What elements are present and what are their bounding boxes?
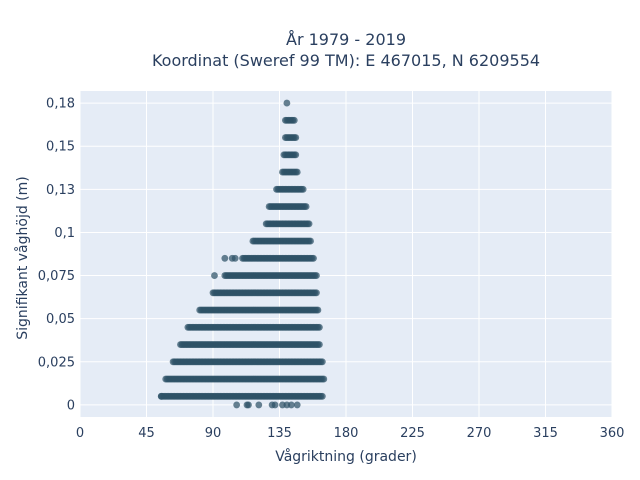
data-band	[239, 254, 317, 262]
data-band	[282, 134, 300, 141]
data-band	[162, 375, 328, 383]
x-axis-label: Vågriktning (grader)	[275, 448, 417, 465]
x-tick-label: 180	[334, 426, 359, 441]
data-band	[280, 151, 300, 159]
data-band	[157, 392, 326, 400]
data-point	[318, 392, 326, 400]
data-point	[255, 401, 263, 409]
data-point	[316, 323, 323, 331]
data-points	[157, 99, 328, 409]
data-point	[265, 203, 273, 210]
data-point	[320, 375, 328, 383]
x-tick-label: 0	[76, 426, 84, 441]
data-point	[221, 254, 229, 262]
data-point	[310, 254, 317, 262]
data-point	[283, 99, 291, 107]
data-band	[177, 341, 323, 348]
data-point	[293, 168, 301, 176]
data-band	[279, 168, 301, 176]
data-point	[290, 116, 298, 124]
data-point	[292, 134, 300, 141]
data-point	[293, 401, 301, 409]
data-point	[302, 203, 310, 210]
x-tick-label: 360	[600, 426, 625, 441]
data-point	[313, 272, 320, 279]
data-point	[305, 220, 313, 228]
data-band	[267, 203, 310, 210]
data-point	[211, 272, 218, 279]
data-band	[249, 237, 314, 245]
data-point	[307, 237, 314, 245]
x-tick-label: 90	[205, 426, 222, 441]
data-point	[245, 401, 252, 409]
data-band	[273, 185, 307, 193]
x-tick-label: 315	[533, 426, 558, 441]
data-band	[196, 306, 322, 314]
data-band	[169, 358, 326, 366]
y-tick-label: 0,075	[38, 269, 75, 284]
data-point	[292, 151, 300, 159]
y-tick-labels: 0 0,025 0,05 0,075 0,1 0,13 0,15 0,18	[38, 97, 75, 414]
data-point	[287, 401, 295, 409]
y-tick-label: 0	[67, 398, 75, 413]
data-point	[318, 358, 326, 366]
y-tick-label: 0,025	[38, 355, 75, 370]
data-point	[299, 185, 307, 193]
data-band	[283, 99, 291, 107]
x-tick-label: 45	[138, 426, 155, 441]
grid	[79, 91, 613, 417]
y-tick-label: 0,13	[46, 183, 75, 198]
x-tick-labels: 0 45 90 135 180 225 270 315 360	[76, 426, 625, 441]
data-band	[221, 272, 320, 279]
data-band	[282, 116, 298, 124]
data-band	[209, 289, 320, 297]
data-point	[157, 392, 165, 400]
y-axis-label: Signifikant våghöjd (m)	[14, 176, 31, 339]
data-point	[313, 289, 320, 297]
data-band	[262, 220, 313, 228]
data-point	[316, 341, 323, 348]
x-tick-label: 270	[467, 426, 492, 441]
data-point	[271, 401, 279, 409]
y-tick-label: 0,1	[54, 226, 75, 241]
data-band	[184, 323, 323, 331]
data-point	[314, 306, 322, 314]
chart-title-line1: År 1979 - 2019	[286, 30, 406, 49]
y-tick-label: 0,05	[46, 312, 75, 327]
y-tick-label: 0,18	[46, 97, 75, 112]
x-tick-label: 225	[400, 426, 425, 441]
data-point	[233, 401, 241, 409]
data-point	[231, 254, 239, 262]
x-tick-label: 135	[267, 426, 292, 441]
y-tick-label: 0,15	[46, 140, 75, 155]
chart-title-line2: Koordinat (Sweref 99 TM): E 467015, N 62…	[152, 51, 540, 70]
